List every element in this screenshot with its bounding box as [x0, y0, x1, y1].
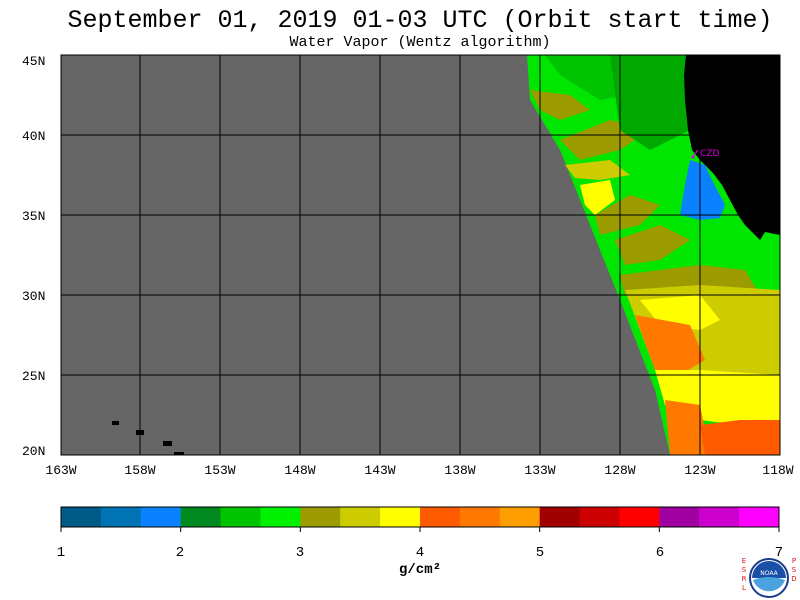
colorbar-swatch [100, 507, 142, 527]
swath-blue [680, 160, 725, 220]
swath-yellow-mid [565, 160, 630, 180]
swath-olive-mid3 [615, 225, 690, 265]
colorbar-label-3: 3 [296, 545, 304, 561]
swath-yellow-left [580, 180, 615, 215]
lon-label-118w: 118W [762, 463, 793, 478]
colorbar-swatch [619, 507, 660, 527]
lon-label-133w: 133W [524, 463, 555, 478]
lat-axis: 45N 40N 35N 30N 25N 20N [22, 54, 45, 459]
lat-label-35n: 35N [22, 209, 45, 224]
colorbar-swatch [340, 507, 381, 527]
lat-label-25n: 25N [22, 369, 45, 384]
swath-orange-southeast [700, 420, 780, 455]
swath-orange-band [665, 400, 710, 455]
colorbar-swatch [539, 507, 581, 527]
lon-label-138w: 138W [444, 463, 475, 478]
lat-label-40n: 40N [22, 129, 45, 144]
swath-orange-south [635, 315, 705, 375]
colorbar-swatch [220, 507, 261, 527]
lon-axis: 163W 158W 153W 148W 143W 138W 133W 128W … [45, 463, 793, 478]
lon-label-148w: 148W [284, 463, 315, 478]
colorbar-label-2: 2 [176, 545, 184, 561]
lat-label-45n: 45N [22, 54, 45, 69]
land-mass [684, 55, 780, 240]
colorbar-swatch [739, 507, 780, 527]
colorbar-label-4: 4 [416, 545, 424, 561]
lon-label-143w: 143W [364, 463, 395, 478]
colorbar-swatch [659, 507, 700, 527]
colorbar-swatch [499, 507, 541, 527]
swath-olive-north [530, 90, 590, 120]
colorbar-swatch [420, 507, 461, 527]
island-maui [163, 441, 172, 446]
island-hawaii [174, 452, 184, 455]
map-frame [60, 54, 781, 456]
station-marker-czd: CZD [691, 149, 719, 159]
colorbar-ticks: 1 2 3 4 5 6 7 [57, 545, 783, 561]
plot-subtitle: Water Vapor (Wentz algorithm) [289, 34, 551, 51]
colorbar-swatch [61, 507, 102, 527]
lon-label-123w: 123W [684, 463, 715, 478]
colorbar-label-1: 1 [57, 545, 65, 561]
colorbar-swatch [300, 507, 341, 527]
station-label: CZD [700, 149, 719, 159]
plot-title: September 01, 2019 01-03 UTC (Orbit star… [67, 6, 773, 35]
lon-label-153w: 153W [204, 463, 235, 478]
logo-center-text: NOAA [760, 570, 778, 577]
colorbar-units: g/cm² [398, 562, 441, 578]
lat-label-20n: 20N [22, 444, 45, 459]
colorbar-swatch [140, 507, 182, 527]
colorbar-swatch [699, 507, 740, 527]
colorbar-swatch [260, 507, 301, 527]
lon-label-128w: 128W [604, 463, 635, 478]
colorbar-swatch [380, 507, 421, 527]
colorbar-label-7: 7 [775, 545, 783, 561]
island-kauai [112, 421, 119, 425]
colorbar-swatch [459, 507, 501, 527]
noaa-logo-icon: NOAA [749, 558, 789, 598]
swath-darkgreen [610, 55, 690, 150]
grid-lines [61, 55, 780, 455]
lat-label-30n: 30N [22, 289, 45, 304]
colorbar-label-6: 6 [656, 545, 664, 561]
lon-label-158w: 158W [124, 463, 155, 478]
colorbar-label-5: 5 [536, 545, 544, 561]
colorbar-swatch [180, 507, 222, 527]
lon-label-163w: 163W [45, 463, 76, 478]
colorbar [60, 506, 780, 532]
colorbar-swatch [579, 507, 620, 527]
